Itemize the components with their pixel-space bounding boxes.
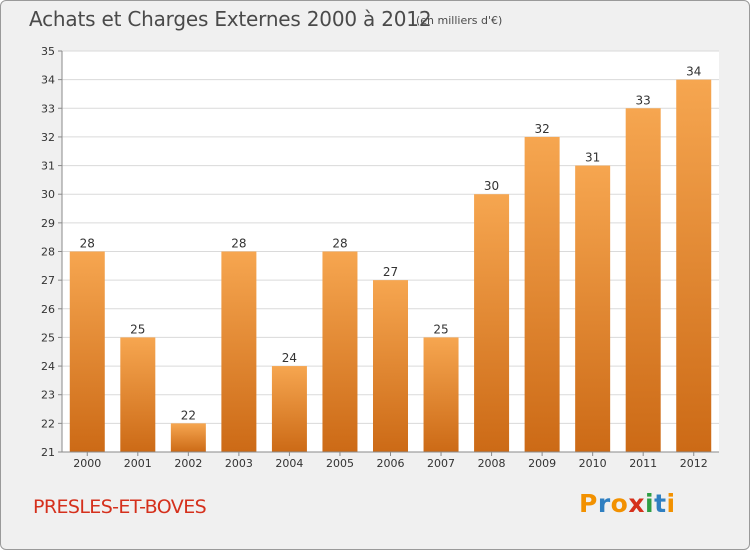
bar-2008 — [474, 194, 510, 452]
x-tick-label: 2001 — [124, 457, 152, 470]
x-tick-label: 2007 — [427, 457, 455, 470]
logo-letter: i — [666, 489, 676, 518]
x-axis-ticks: 2000 2001 2002 2003 2004 2005 2006 2007 2008 2009… — [73, 452, 708, 470]
logo-letter: r — [597, 489, 611, 518]
y-tick-label: 24 — [41, 360, 55, 373]
chart-unit: (en milliers d'€) — [416, 14, 503, 27]
data-label: 22 — [181, 408, 196, 422]
logo-letter: o — [610, 489, 629, 518]
y-tick-label: 25 — [41, 331, 55, 344]
y-tick-label: 27 — [41, 274, 55, 287]
place-name: PRESLES-ET-BOVES — [33, 496, 207, 518]
bar-2012 — [676, 79, 712, 453]
y-axis-ticks: 21 22 23 24 25 26 27 28 29 30 31 32 33 34 35 — [41, 45, 62, 459]
x-tick-label: 2002 — [174, 457, 202, 470]
bar-2007 — [423, 337, 459, 452]
bars: 28 25 22 28 24 28 27 25 30 32 31 33 34 — [69, 65, 712, 453]
y-tick-label: 31 — [41, 160, 55, 173]
x-tick-label: 2011 — [629, 457, 657, 470]
y-tick-label: 32 — [41, 131, 55, 144]
data-label: 25 — [130, 322, 145, 336]
logo-letter: t — [654, 489, 667, 518]
y-tick-label: 35 — [41, 45, 55, 58]
data-label: 34 — [686, 65, 701, 79]
y-tick-label: 29 — [41, 217, 55, 230]
data-label: 32 — [534, 122, 549, 136]
logo-letter: x — [628, 489, 645, 518]
bar-2000 — [69, 251, 105, 452]
data-label: 28 — [332, 237, 347, 251]
bar-2010 — [575, 165, 611, 453]
y-tick-label: 33 — [41, 102, 55, 115]
data-label: 28 — [231, 237, 246, 251]
x-tick-label: 2000 — [73, 457, 101, 470]
bar-2004 — [271, 366, 307, 452]
x-tick-label: 2003 — [225, 457, 253, 470]
logo-letter: i — [645, 489, 655, 518]
bar-2003 — [221, 251, 257, 452]
data-label: 33 — [636, 93, 651, 107]
bar-2009 — [524, 136, 560, 452]
data-label: 25 — [433, 322, 448, 336]
data-label: 24 — [282, 351, 297, 365]
logo-letter: P — [579, 489, 598, 518]
x-tick-label: 2010 — [579, 457, 607, 470]
x-tick-label: 2008 — [478, 457, 506, 470]
bar-2006 — [373, 280, 408, 452]
y-tick-label: 28 — [41, 246, 55, 259]
chart-title: Achats et Charges Externes 2000 à 2012 — [29, 7, 432, 31]
data-label: 27 — [383, 265, 398, 279]
proxiti-logo: Proxiti — [579, 489, 676, 518]
data-label: 31 — [585, 151, 600, 165]
x-tick-label: 2005 — [326, 457, 354, 470]
data-label: 28 — [80, 237, 95, 251]
y-tick-label: 30 — [41, 188, 55, 201]
bar-2002 — [170, 423, 206, 452]
y-tick-label: 34 — [41, 74, 55, 87]
bar-2011 — [625, 108, 661, 453]
y-tick-label: 26 — [41, 303, 55, 316]
data-label: 30 — [484, 179, 499, 193]
x-tick-label: 2004 — [275, 457, 303, 470]
x-tick-label: 2006 — [377, 457, 405, 470]
x-tick-label: 2009 — [528, 457, 556, 470]
y-tick-label: 22 — [41, 417, 55, 430]
bar-2005 — [322, 251, 358, 452]
y-tick-label: 23 — [41, 389, 55, 402]
y-tick-label: 21 — [41, 446, 55, 459]
x-tick-label: 2012 — [680, 457, 708, 470]
bar-2001 — [120, 337, 156, 452]
